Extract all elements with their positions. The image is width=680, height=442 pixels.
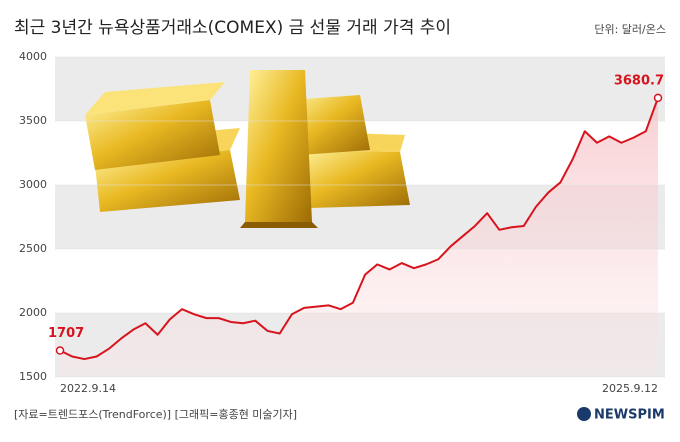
gold-bars-illustration [85,70,410,228]
end-point [55,346,65,355]
data-label: 1707 [48,326,84,341]
y-tick-label: 1500 [19,370,47,383]
y-tick-label: 2500 [19,242,47,255]
end-point [653,93,663,103]
chart-title: 최근 3년간 뉴욕상품거래소(COMEX) 금 선물 거래 가격 추이 [14,18,451,38]
y-tick-label: 4000 [19,50,47,63]
y-tick-label: 2000 [19,306,47,319]
unit-label: 단위: 달러/온스 [594,23,666,36]
y-tick-label: 3000 [19,178,47,191]
x-tick-label: 2022.9.14 [60,382,116,395]
area [60,97,658,378]
line [59,97,659,361]
data-label: 3680.7 [614,73,664,88]
logo: NEWSPIM [594,408,665,423]
x-tick-label: 2025.9.12 [602,382,658,395]
logo-icon [577,407,591,421]
y-tick-label: 3500 [19,114,47,127]
source: [자료=트렌드포스(TrendForce)] [그래픽=홍종현 미술기자] [14,407,297,421]
